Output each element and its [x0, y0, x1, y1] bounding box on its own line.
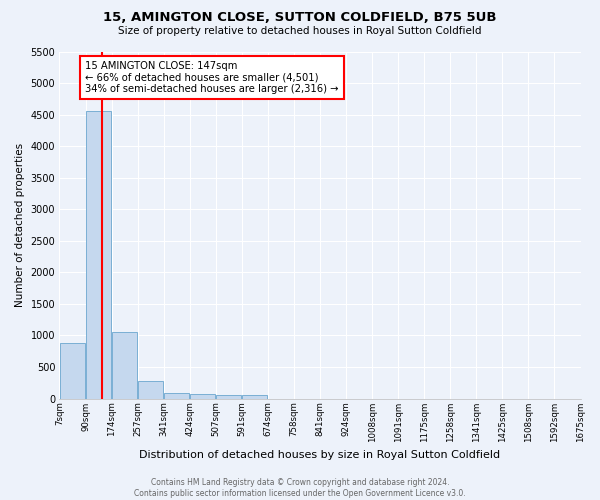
Text: Contains HM Land Registry data © Crown copyright and database right 2024.
Contai: Contains HM Land Registry data © Crown c… [134, 478, 466, 498]
Bar [60, 343, 85, 398]
X-axis label: Distribution of detached houses by size in Royal Sutton Coldfield: Distribution of detached houses by size … [139, 450, 500, 460]
Bar [138, 380, 163, 398]
Bar [242, 396, 267, 398]
Bar [217, 395, 241, 398]
Text: 15, AMINGTON CLOSE, SUTTON COLDFIELD, B75 5UB: 15, AMINGTON CLOSE, SUTTON COLDFIELD, B7… [103, 11, 497, 24]
Bar [190, 394, 215, 398]
Bar [164, 394, 189, 398]
Bar [112, 332, 137, 398]
Text: Size of property relative to detached houses in Royal Sutton Coldfield: Size of property relative to detached ho… [118, 26, 482, 36]
Y-axis label: Number of detached properties: Number of detached properties [15, 143, 25, 307]
Bar [86, 111, 111, 399]
Text: 15 AMINGTON CLOSE: 147sqm
← 66% of detached houses are smaller (4,501)
34% of se: 15 AMINGTON CLOSE: 147sqm ← 66% of detac… [85, 61, 338, 94]
